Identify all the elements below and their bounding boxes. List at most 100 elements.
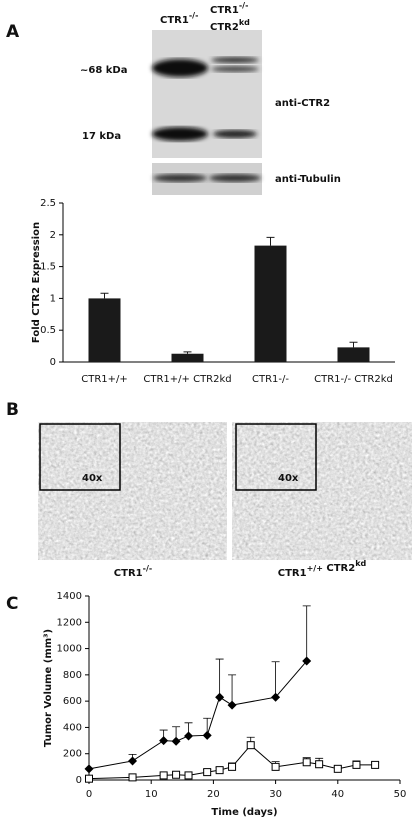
error-bar xyxy=(183,351,192,354)
x-tick-label: CTR1+/+ CTR2kd xyxy=(143,374,231,385)
blot-band xyxy=(153,174,207,182)
data-point xyxy=(202,730,212,740)
caption-sup: -/- xyxy=(143,564,153,573)
caption-part: CTR1 xyxy=(278,568,307,579)
lane-label-part: CTR1 xyxy=(210,5,239,16)
antibody-label: anti-CTR2 xyxy=(275,98,330,109)
lane-label: CTR1-/- xyxy=(160,11,198,27)
data-point xyxy=(315,760,324,769)
error-bar xyxy=(215,658,224,698)
data-point xyxy=(128,756,138,766)
x-tick-label: 30 xyxy=(269,789,282,800)
data-point xyxy=(84,764,94,774)
error-bar xyxy=(228,674,237,706)
data-point xyxy=(184,771,193,780)
data-point xyxy=(228,762,237,771)
lane-label-sup: -/- xyxy=(239,1,249,10)
y-tick-label: 800 xyxy=(63,670,82,681)
data-point xyxy=(159,771,168,780)
inset-label: 40x xyxy=(82,473,103,484)
blot-band xyxy=(209,174,261,182)
error-bar xyxy=(100,292,109,299)
y-tick-label: 600 xyxy=(63,696,82,707)
x-tick-label: 20 xyxy=(207,789,220,800)
y-tick-label: 200 xyxy=(63,749,82,760)
inset-box xyxy=(235,423,317,491)
data-point xyxy=(271,692,281,702)
lane-label-sup: -/- xyxy=(189,11,199,20)
data-point xyxy=(246,741,255,750)
y-tick-label: 1.5 xyxy=(40,262,56,273)
y-tick-label: 2 xyxy=(50,230,56,241)
band-label: ~68 kDa xyxy=(80,65,127,76)
data-point xyxy=(171,736,181,746)
caption: CTR1+/+ CTR2kd xyxy=(278,559,367,580)
caption-sup: kd xyxy=(355,559,366,568)
caption-part: CTR2 xyxy=(323,563,355,574)
data-point xyxy=(227,700,237,710)
y-tick-label: 1200 xyxy=(57,617,82,628)
lane-label-part: CTR1 xyxy=(160,15,189,26)
error-bar xyxy=(266,236,275,246)
caption-part: CTR1 xyxy=(114,568,143,579)
data-point xyxy=(215,766,224,775)
blot-band xyxy=(152,127,208,141)
bar xyxy=(254,245,287,362)
caption-sup: +/+ xyxy=(307,564,323,573)
error-bar xyxy=(349,341,358,348)
blot-band xyxy=(211,57,259,63)
inset-label: 40x xyxy=(278,473,299,484)
y-tick-label: 0.5 xyxy=(40,325,56,336)
x-tick-label: CTR1-/- CTR2kd xyxy=(314,374,393,385)
x-tick-label: CTR1+/+ xyxy=(81,374,128,385)
x-tick-label: CTR1-/- xyxy=(252,374,289,385)
data-point xyxy=(128,773,137,782)
y-tick-label: 400 xyxy=(63,722,82,733)
micrograph xyxy=(38,422,227,560)
lane-label: CTR2kd xyxy=(210,18,250,34)
data-point xyxy=(371,760,380,769)
y-axis-label: Tumor Volume (mm³) xyxy=(43,629,54,747)
data-point xyxy=(203,768,212,777)
error-bar xyxy=(271,661,280,698)
data-point xyxy=(172,770,181,779)
data-point xyxy=(271,762,280,771)
lane-label: CTR1-/- xyxy=(210,1,248,17)
y-tick-label: 0 xyxy=(76,775,82,786)
error-bar xyxy=(302,605,311,662)
lane-label-sup: kd xyxy=(239,18,250,27)
x-axis-label: Time (days) xyxy=(211,807,277,818)
panel-label: A xyxy=(6,22,20,42)
x-tick-label: 40 xyxy=(331,789,344,800)
data-point xyxy=(159,736,169,746)
inset-box xyxy=(39,423,121,491)
data-point xyxy=(333,764,342,773)
bar xyxy=(171,353,204,362)
y-tick-label: 2.5 xyxy=(40,198,56,209)
blot-band xyxy=(152,59,208,77)
data-point xyxy=(302,758,311,767)
y-tick-label: 1000 xyxy=(57,644,82,655)
data-point xyxy=(184,731,194,741)
data-point xyxy=(215,692,225,702)
panel-label: B xyxy=(6,400,19,420)
bar xyxy=(337,347,370,362)
y-tick-label: 0 xyxy=(50,357,56,368)
x-tick-label: 0 xyxy=(86,789,92,800)
panel-label: C xyxy=(6,594,18,614)
data-point xyxy=(302,656,312,666)
series-line xyxy=(88,660,308,770)
y-tick-label: 1 xyxy=(50,293,56,304)
y-axis-label: Fold CTR2 Expression xyxy=(31,222,42,343)
band-label: 17 kDa xyxy=(82,131,121,142)
blot-band xyxy=(213,130,257,138)
antibody-label: anti-Tubulin xyxy=(275,174,341,185)
y-tick-label: 1400 xyxy=(57,591,82,602)
blot-band xyxy=(211,66,259,72)
data-point xyxy=(85,774,93,783)
x-tick-label: 10 xyxy=(145,789,158,800)
caption: CTR1-/- xyxy=(114,564,152,580)
bar xyxy=(88,298,121,362)
